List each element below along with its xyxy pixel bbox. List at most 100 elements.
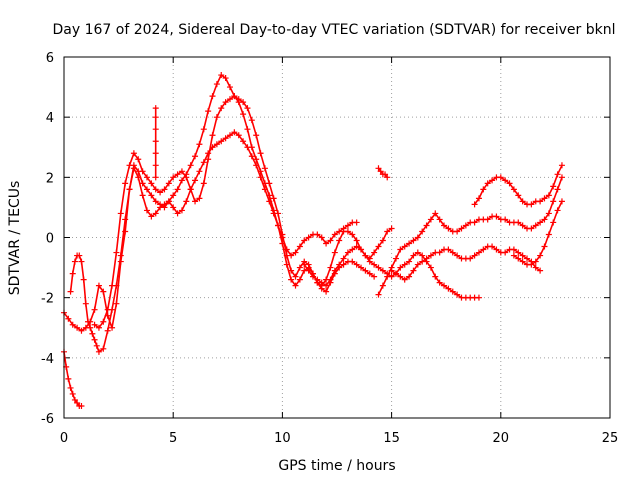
- data-point: [528, 225, 535, 232]
- x-tick-label: 15: [383, 431, 400, 446]
- data-point: [558, 198, 565, 205]
- data-point: [541, 216, 548, 223]
- data-point: [270, 195, 277, 202]
- data-point: [349, 231, 356, 238]
- data-point: [432, 273, 439, 280]
- data-point: [222, 75, 229, 82]
- data-point: [427, 252, 434, 259]
- data-point: [449, 249, 456, 256]
- data-point: [458, 225, 465, 232]
- data-point: [192, 198, 199, 205]
- data-point: [471, 201, 478, 208]
- data-point: [152, 174, 159, 181]
- series-track-d: [91, 93, 395, 331]
- data-point: [104, 327, 111, 334]
- data-point: [397, 246, 404, 253]
- data-point: [388, 267, 395, 274]
- data-point: [248, 153, 255, 160]
- data-point: [74, 399, 81, 406]
- data-point: [143, 174, 150, 181]
- series-track-b: [61, 348, 85, 409]
- data-point: [244, 126, 251, 133]
- data-point: [152, 150, 159, 157]
- data-point: [397, 264, 404, 271]
- data-point: [550, 219, 557, 226]
- data-point: [344, 228, 351, 235]
- data-point: [296, 243, 303, 250]
- data-point: [436, 249, 443, 256]
- data-point: [358, 246, 365, 253]
- data-point: [209, 132, 216, 139]
- data-point: [309, 273, 316, 280]
- data-point: [445, 246, 452, 253]
- data-point: [165, 198, 172, 205]
- data-point: [113, 249, 120, 256]
- data-point: [423, 222, 430, 229]
- data-point: [414, 249, 421, 256]
- y-tick-label: -6: [41, 412, 54, 427]
- data-point: [157, 204, 164, 211]
- data-point: [301, 237, 308, 244]
- data-point: [218, 138, 225, 145]
- data-point: [95, 282, 102, 289]
- data-point: [196, 168, 203, 175]
- data-point: [436, 279, 443, 286]
- data-point: [275, 210, 282, 217]
- data-point: [323, 288, 330, 295]
- data-point: [244, 105, 251, 112]
- data-point: [305, 234, 312, 241]
- data-point: [143, 207, 150, 214]
- data-point: [174, 186, 181, 193]
- data-point: [467, 255, 474, 262]
- data-point: [279, 231, 286, 238]
- data-point: [497, 174, 504, 181]
- data-point: [152, 210, 159, 217]
- data-series: [61, 72, 565, 409]
- y-tick-label: 6: [46, 51, 54, 66]
- data-point: [445, 285, 452, 292]
- data-point: [135, 174, 142, 181]
- data-point: [152, 162, 159, 169]
- data-point: [200, 159, 207, 166]
- data-point: [148, 180, 155, 187]
- series-track-i: [388, 243, 544, 283]
- series-line: [93, 95, 393, 329]
- data-point: [235, 132, 242, 139]
- data-point: [537, 252, 544, 259]
- data-point: [69, 321, 76, 328]
- data-point: [545, 210, 552, 217]
- data-point: [174, 210, 181, 217]
- data-point: [71, 396, 78, 403]
- data-point: [392, 270, 399, 277]
- data-point: [379, 267, 386, 274]
- data-point: [67, 288, 74, 295]
- data-point: [222, 135, 229, 142]
- data-point: [253, 156, 260, 163]
- data-point: [65, 375, 72, 382]
- x-tick-label: 0: [60, 431, 68, 446]
- data-point: [545, 192, 552, 199]
- data-point: [427, 264, 434, 271]
- data-point: [331, 267, 338, 274]
- data-point: [231, 129, 238, 136]
- data-point: [423, 255, 430, 262]
- data-point: [266, 180, 273, 187]
- data-point: [130, 165, 137, 172]
- data-point: [362, 267, 369, 274]
- data-point: [157, 189, 164, 196]
- chart-title: Day 167 of 2024, Sidereal Day-to-day VTE…: [53, 22, 616, 38]
- data-point: [240, 99, 247, 106]
- data-point: [257, 174, 264, 181]
- x-tick-label: 25: [602, 431, 619, 446]
- x-tick-label: 20: [493, 431, 510, 446]
- data-point: [349, 258, 356, 265]
- data-point: [545, 231, 552, 238]
- data-point: [244, 144, 251, 151]
- y-tick-label: 2: [46, 171, 54, 186]
- data-point: [296, 264, 303, 271]
- axis-ticks: 0 5 10 15 20 25 -6 -4 -2 0 2 4 6: [41, 51, 618, 446]
- data-point: [139, 192, 146, 199]
- data-point: [69, 270, 76, 277]
- data-point: [344, 249, 351, 256]
